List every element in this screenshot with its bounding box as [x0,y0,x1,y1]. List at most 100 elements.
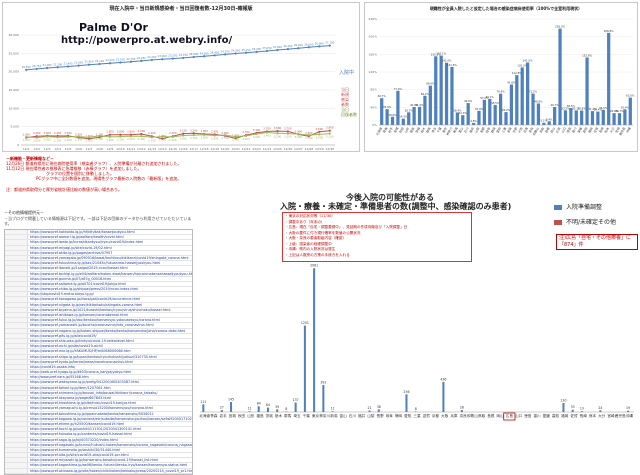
source-link-row[interactable]: https://www.pref.yamanashi.jp/koucho/cor… [5,323,192,329]
source-link[interactable]: https://stopcovid19.metro.tokyo.lg.jp/ [30,292,94,297]
source-link-row[interactable]: https://www.pref.okayama.jp/page/667843.… [5,396,192,402]
source-link[interactable]: https://www.pref.tochigi.lg.jp/e04/welfa… [30,271,192,276]
source-link[interactable]: https://www.pref.iwate.jp/kurashikankyou… [30,240,144,245]
source-link[interactable]: https://www.pref.akita.lg.jp/pages/archi… [30,250,113,255]
source-link-row[interactable]: https://www.pref.tokushima.lg.jp/ippanno… [5,411,192,417]
data-label: 26,150 [283,44,292,48]
source-link[interactable]: https://www.pref.okayama.jp/page/667843.… [30,396,112,400]
source-link-row[interactable]: https://www.pref.toyama.jp/1021/kurashi/… [5,307,192,313]
source-link[interactable]: https://www.pref.kagawa.lg.jp/content/et… [30,416,192,421]
source-link[interactable]: https://www.pref.saitama.lg.jp/a0701/cov… [30,281,126,286]
source-link-row[interactable]: https://www.pref.iwate.jp/kurashikankyou… [5,240,192,246]
source-link[interactable]: https://www.pref.ehime.jp/h25500/kansen/… [30,421,125,426]
source-link[interactable]: https://www.pref.chiba.lg.jp/shippei/pre… [30,287,139,292]
data-label: 40.8% [410,103,419,107]
source-link-row[interactable]: https://web.pref.hyogo.lg.jp/kk03/corona… [5,370,192,376]
source-link-row[interactable]: https://www.pref.mie.lg.jp/YAKUMUS/HP/m0… [5,349,192,355]
source-link[interactable]: https://www.pref.yamanashi.jp/koucho/cor… [30,323,154,328]
source-link[interactable]: https://www.pref.fukushima.lg.jp/sec/210… [30,261,161,266]
source-link[interactable]: https://www.pref.yamagata.jp/090016/bosa… [30,255,189,260]
source-link[interactable]: https://www.pref.tottori.lg.jp/item/1207… [30,385,111,390]
source-link-row[interactable]: https://www.pref.hokkaido.lg.jp/hf/kth/k… [5,230,192,236]
source-link[interactable]: https://www.pref.toyama.jp/1021/kurashi/… [30,307,171,312]
source-link-row[interactable]: https://www.pref.shiga.lg.jp/ippan/kenko… [5,354,192,360]
source-link[interactable]: https://www.pref.mie.lg.jp/YAKUMUS/HP/m0… [30,349,131,354]
source-link-row[interactable]: https://www.pref.kochi.lg.jp/soshiki/111… [5,427,192,433]
source-link[interactable]: https://www.pref.saga.lg.jp/kiji00373220… [30,437,118,442]
data-label: 3,000 [200,129,208,133]
source-link-row[interactable]: https://www.pref.ishikawa.lg.jp/kansen/c… [5,313,192,319]
source-link[interactable]: https://www.pref.shiga.lg.jp/ippan/kenko… [30,354,157,359]
source-link-row[interactable]: https://www.pref.tochigi.lg.jp/e04/welfa… [5,271,192,277]
x-tick-label: 12/26 [284,147,293,151]
source-link[interactable]: https://www.pref.fukui.lg.jp/doc/kenkou/… [30,318,160,323]
source-link-row[interactable]: https://www.pref.nagano.lg.jp/hoken-ship… [5,328,192,334]
row-index-cell [5,432,28,437]
source-link-row[interactable]: https://www.pref.fukui.lg.jp/doc/kenkou/… [5,318,192,324]
source-link[interactable]: https://www.pref.niigata.lg.jp/sec/kikit… [30,302,143,307]
source-link[interactable]: https://www.pref.oita.jp/site/covid19-oi… [30,453,129,458]
source-link[interactable]: https://www.pref.kanagawa.jp/docs/ga4/co… [30,297,141,302]
source-link-row[interactable]: https://www.pref.fukushima.lg.jp/sec/210… [5,261,192,267]
source-link[interactable]: https://www.pref.miyazaki.lg.jp/kansensh… [30,458,159,463]
source-link-row[interactable]: https://stopcovid19.metro.tokyo.lg.jp/ [5,292,192,298]
source-link[interactable]: https://www.pref.ibaraki.jp/1saigai/2019… [30,266,128,271]
source-link[interactable]: https://www.pref.shizuoka.jp/kinkyu/covi… [30,338,134,343]
source-link-row[interactable]: http://www.pref.nara.jp/55168.htm [5,375,192,381]
row-index-cell [5,245,28,250]
source-link[interactable]: https://www.pref.fukuoka.lg.jp/contents/… [30,432,132,437]
source-link[interactable]: https://www.pref.yamaguchi.lg.jp/cms/a15… [30,406,153,411]
source-link-row[interactable]: https://www.pref.miyagi.jp/site/covid-19… [5,245,192,251]
source-link-row[interactable]: https://www.pref.aomori.lg.jp/welfare/he… [5,235,192,241]
source-link-row[interactable]: https://www.pref.yamagata.jp/090016/bosa… [5,255,192,262]
source-link[interactable]: https://www.pref.nagano.lg.jp/hoken-ship… [30,328,186,333]
source-link[interactable]: https://www.pref.okinawa.lg.jp/site/hoke… [30,468,192,473]
series-point [297,47,300,50]
source-link-row[interactable]: https://www.pref.okinawa.lg.jp/site/hoke… [5,468,192,474]
data-label: 38 [377,405,381,409]
source-link-row[interactable]: https://www.pref.shizuoka.jp/kinkyu/covi… [5,338,192,345]
source-link-row[interactable]: https://www.pref.gifu.lg.jp/site/covid19… [5,333,192,339]
source-link[interactable]: https://www.pref.ishikawa.lg.jp/kansen/c… [30,313,128,317]
source-link[interactable]: https://www.pref.hokkaido.lg.jp/hf/kth/k… [30,230,135,234]
source-link-row[interactable]: https://www.pref.aichi.jp/site/covid19-a… [5,344,192,350]
source-link-row[interactable]: https://covid19-osaka.info/ [5,364,192,371]
source-link-row[interactable]: https://www.pref.chiba.lg.jp/shippei/pre… [5,287,192,293]
source-link-row[interactable]: https://www.pref.wakayama.lg.jp/prefg/04… [5,380,192,386]
source-link[interactable]: https://www.pref.shimane.lg.jp/bousai_in… [30,390,158,395]
series-point [307,46,310,49]
source-link[interactable]: https://web.pref.hyogo.lg.jp/kk03/corona… [30,370,132,375]
source-link[interactable]: https://www.pref.wakayama.lg.jp/prefg/04… [30,380,139,385]
source-link[interactable]: http://www.pref.nara.jp/55168.htm [30,375,89,380]
source-link-row[interactable]: https://www.pref.tottori.lg.jp/item/1207… [5,385,192,391]
source-link[interactable]: https://www.pref.kyoto.jp/kentai/news/no… [30,359,133,364]
data-label: 26.8% [610,109,619,113]
source-link[interactable]: https://www.pref.gifu.lg.jp/site/covid19… [30,333,97,338]
source-link[interactable]: https://www.pref.kochi.lg.jp/soshiki/111… [30,427,141,432]
source-link-row[interactable]: https://www.pref.shimane.lg.jp/bousai_in… [5,390,192,396]
source-link[interactable]: https://www.pref.kumamoto.jp/soshiki/30/… [30,447,121,452]
source-link[interactable]: https://www.pref.hiroshima.lg.jp/site/hc… [30,401,137,406]
source-link[interactable]: https://www.pref.aichi.jp/site/covid19-a… [30,344,104,349]
data-label: 22.3% [459,111,468,115]
source-link[interactable]: https://www.pref.nagasaki.jp/bunrui/huku… [30,442,192,447]
source-link[interactable]: https://www.pref.aomori.lg.jp/welfare/he… [30,235,124,240]
source-link-row[interactable]: https://www.pref.kyoto.jp/kentai/news/no… [5,359,192,365]
source-link-row[interactable]: https://www.pref.kanagawa.jp/docs/ga4/co… [5,297,192,303]
source-link-row[interactable]: https://www.pref.saitama.lg.jp/a0701/cov… [5,281,192,288]
source-link-row[interactable]: https://www.pref.kagawa.lg.jp/content/et… [5,416,192,422]
source-link-row[interactable]: https://www.pref.yamaguchi.lg.jp/cms/a15… [5,406,192,412]
source-link[interactable]: https://www.pref.miyagi.jp/site/covid-19… [30,245,112,250]
data-label: 57.0% [480,96,489,100]
source-link-row[interactable]: https://www.pref.akita.lg.jp/pages/archi… [5,250,192,256]
source-link[interactable]: https://www.pref.kagoshima.jp/ae06/kenko… [30,463,188,468]
bar [477,110,481,125]
source-link-row[interactable]: https://www.pref.gunma.jp/07/z87g_00016.… [5,276,192,282]
source-link[interactable]: https://covid19-osaka.info/ [30,364,76,369]
source-link-row[interactable]: https://www.pref.ibaraki.jp/1saigai/2019… [5,266,192,272]
source-link[interactable]: https://www.pref.gunma.jp/07/z87g_00016.… [30,276,111,281]
source-link-row[interactable]: https://www.pref.niigata.lg.jp/sec/kikit… [5,302,192,308]
source-link-row[interactable]: https://www.pref.ehime.jp/h25500/kansen/… [5,421,192,428]
source-link-row[interactable]: https://www.pref.hiroshima.lg.jp/site/hc… [5,401,192,407]
source-link[interactable]: https://www.pref.tokushima.lg.jp/ippanno… [30,411,154,416]
